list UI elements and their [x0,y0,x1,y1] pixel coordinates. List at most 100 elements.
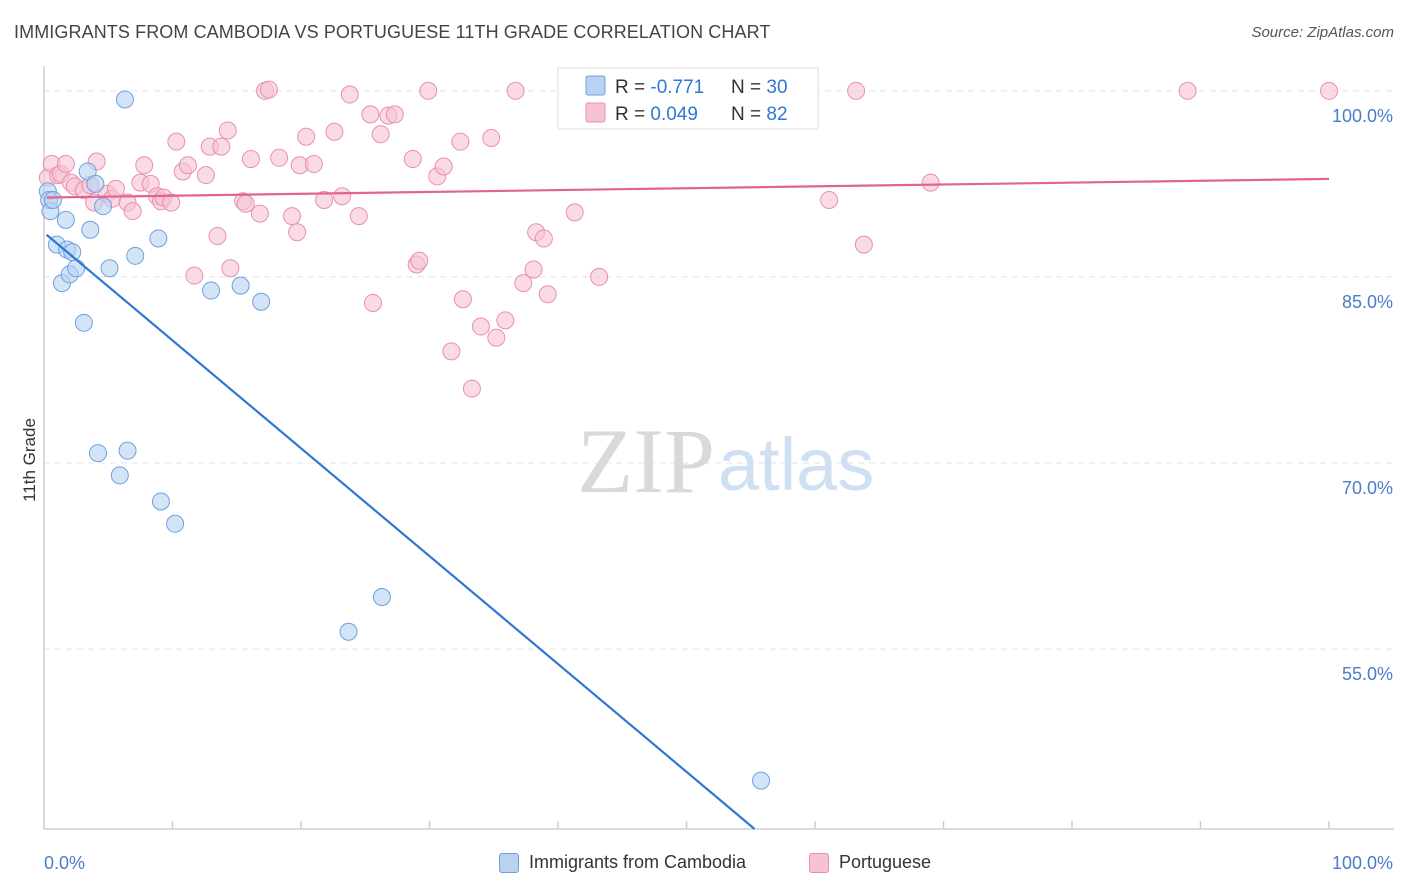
portuguese-point [451,132,470,151]
portuguese-point [506,81,525,100]
portuguese-point [496,311,515,330]
legend-n-label-1: N = [731,77,766,98]
cambodia-point [151,492,170,511]
portuguese-point [538,285,557,304]
cambodia-point [252,292,271,311]
trend-lines [45,177,1330,830]
legend-r-label-1: R = [615,77,650,98]
cambodia-point [372,587,391,606]
cambodia-point [166,514,185,533]
portuguese-point [270,148,289,167]
portuguese-point [442,342,461,361]
portuguese-point [56,155,75,174]
portuguese-point [212,137,231,156]
portuguese-point [410,251,429,270]
watermark: ZIP atlas [577,410,874,512]
legend-swatch-portuguese [809,852,829,873]
portuguese-point [340,85,359,104]
portuguese-point [135,156,154,175]
cambodia-point [67,259,86,278]
cambodia-point [110,466,129,485]
portuguese-point [419,81,438,100]
correlation-legend: R = -0.771 N = 30 R = 0.049 N = 82 [557,67,819,130]
portuguese-point [218,121,237,140]
legend-swatch-blue [585,75,606,96]
cambodia-point [56,210,75,229]
portuguese-point [241,150,260,169]
portuguese-point [162,193,181,212]
portuguese-point [403,150,422,169]
portuguese-point [590,267,609,286]
x-tick-label-max: 100.0% [1332,853,1393,873]
cambodia-point [43,190,62,209]
y-tick-label: 85.0% [1342,292,1393,312]
legend-n-value-2: 82 [766,104,787,125]
chart-title: IMMIGRANTS FROM CAMBODIA VS PORTUGUESE 1… [14,22,771,42]
legend-r-value-1: -0.771 [650,77,704,98]
cambodia-point [86,174,105,193]
x-tick-label-min: 0.0% [44,853,85,873]
portuguese-point [453,290,472,309]
portuguese-point [482,128,501,147]
portuguese-point [288,223,307,242]
portuguese-point [462,379,481,398]
portuguese-point [297,127,316,146]
portuguese-point [123,202,142,221]
cambodia-point [339,622,358,641]
portuguese-point [196,166,215,185]
portuguese-point [325,122,344,141]
portuguese-point [250,204,269,223]
portuguese-point [259,80,278,99]
grid [44,90,1394,650]
y-tick-labels: 100.0% 85.0% 70.0% 55.0% [1332,106,1393,684]
legend-n-value-1: 30 [766,77,787,98]
portuguese-point [167,132,186,151]
legend-label-portuguese: Portuguese [839,852,932,872]
portuguese-point [363,293,382,312]
portuguese-point [106,179,125,198]
portuguese-point [333,187,352,206]
portuguese-point [471,317,490,336]
portuguese-point [1178,81,1197,100]
legend-label-cambodia: Immigrants from Cambodia [529,852,747,872]
portuguese-point [434,157,453,176]
portuguese-point [178,156,197,175]
legend-item-cambodia: Immigrants from Cambodia [499,852,746,873]
cambodia-point [115,90,134,109]
portuguese-point [349,207,368,226]
legend-item-portuguese: Portuguese [809,852,931,873]
portuguese-trend-line [46,177,1330,199]
y-tick-label: 100.0% [1332,106,1393,126]
svg-text:R = 0.049: R = 0.049 [615,104,698,125]
watermark-zip: ZIP [577,410,715,512]
portuguese-point [534,229,553,248]
portuguese-point [371,125,390,144]
portuguese-point [487,328,506,347]
legend-n-label-2: N = [731,104,766,125]
y-tick-label: 70.0% [1342,478,1393,498]
cambodia-point [149,229,168,248]
cambodia-point [752,771,771,790]
svg-text:N = 30: N = 30 [731,77,788,98]
x-ticks [171,821,1330,829]
cambodia-trend-line [45,233,756,830]
chart-source: Source: ZipAtlas.com [1251,24,1394,41]
portuguese-points [38,80,1338,398]
x-tick-labels: 0.0% 100.0% [44,853,1393,873]
portuguese-point [524,260,543,279]
cambodia-point [118,441,137,460]
y-tick-label: 55.0% [1342,664,1393,684]
cambodia-point [81,220,100,239]
portuguese-point [514,274,533,293]
legend-swatch-cambodia [499,852,519,873]
portuguese-point [921,173,940,192]
portuguese-point [385,105,404,124]
portuguese-point [315,190,334,209]
portuguese-point [820,190,839,209]
watermark-atlas: atlas [718,423,874,506]
portuguese-point [854,235,873,254]
cambodia-point [100,259,119,278]
cambodia-point [231,276,250,295]
portuguese-point [283,207,302,226]
cambodia-point [94,197,113,216]
